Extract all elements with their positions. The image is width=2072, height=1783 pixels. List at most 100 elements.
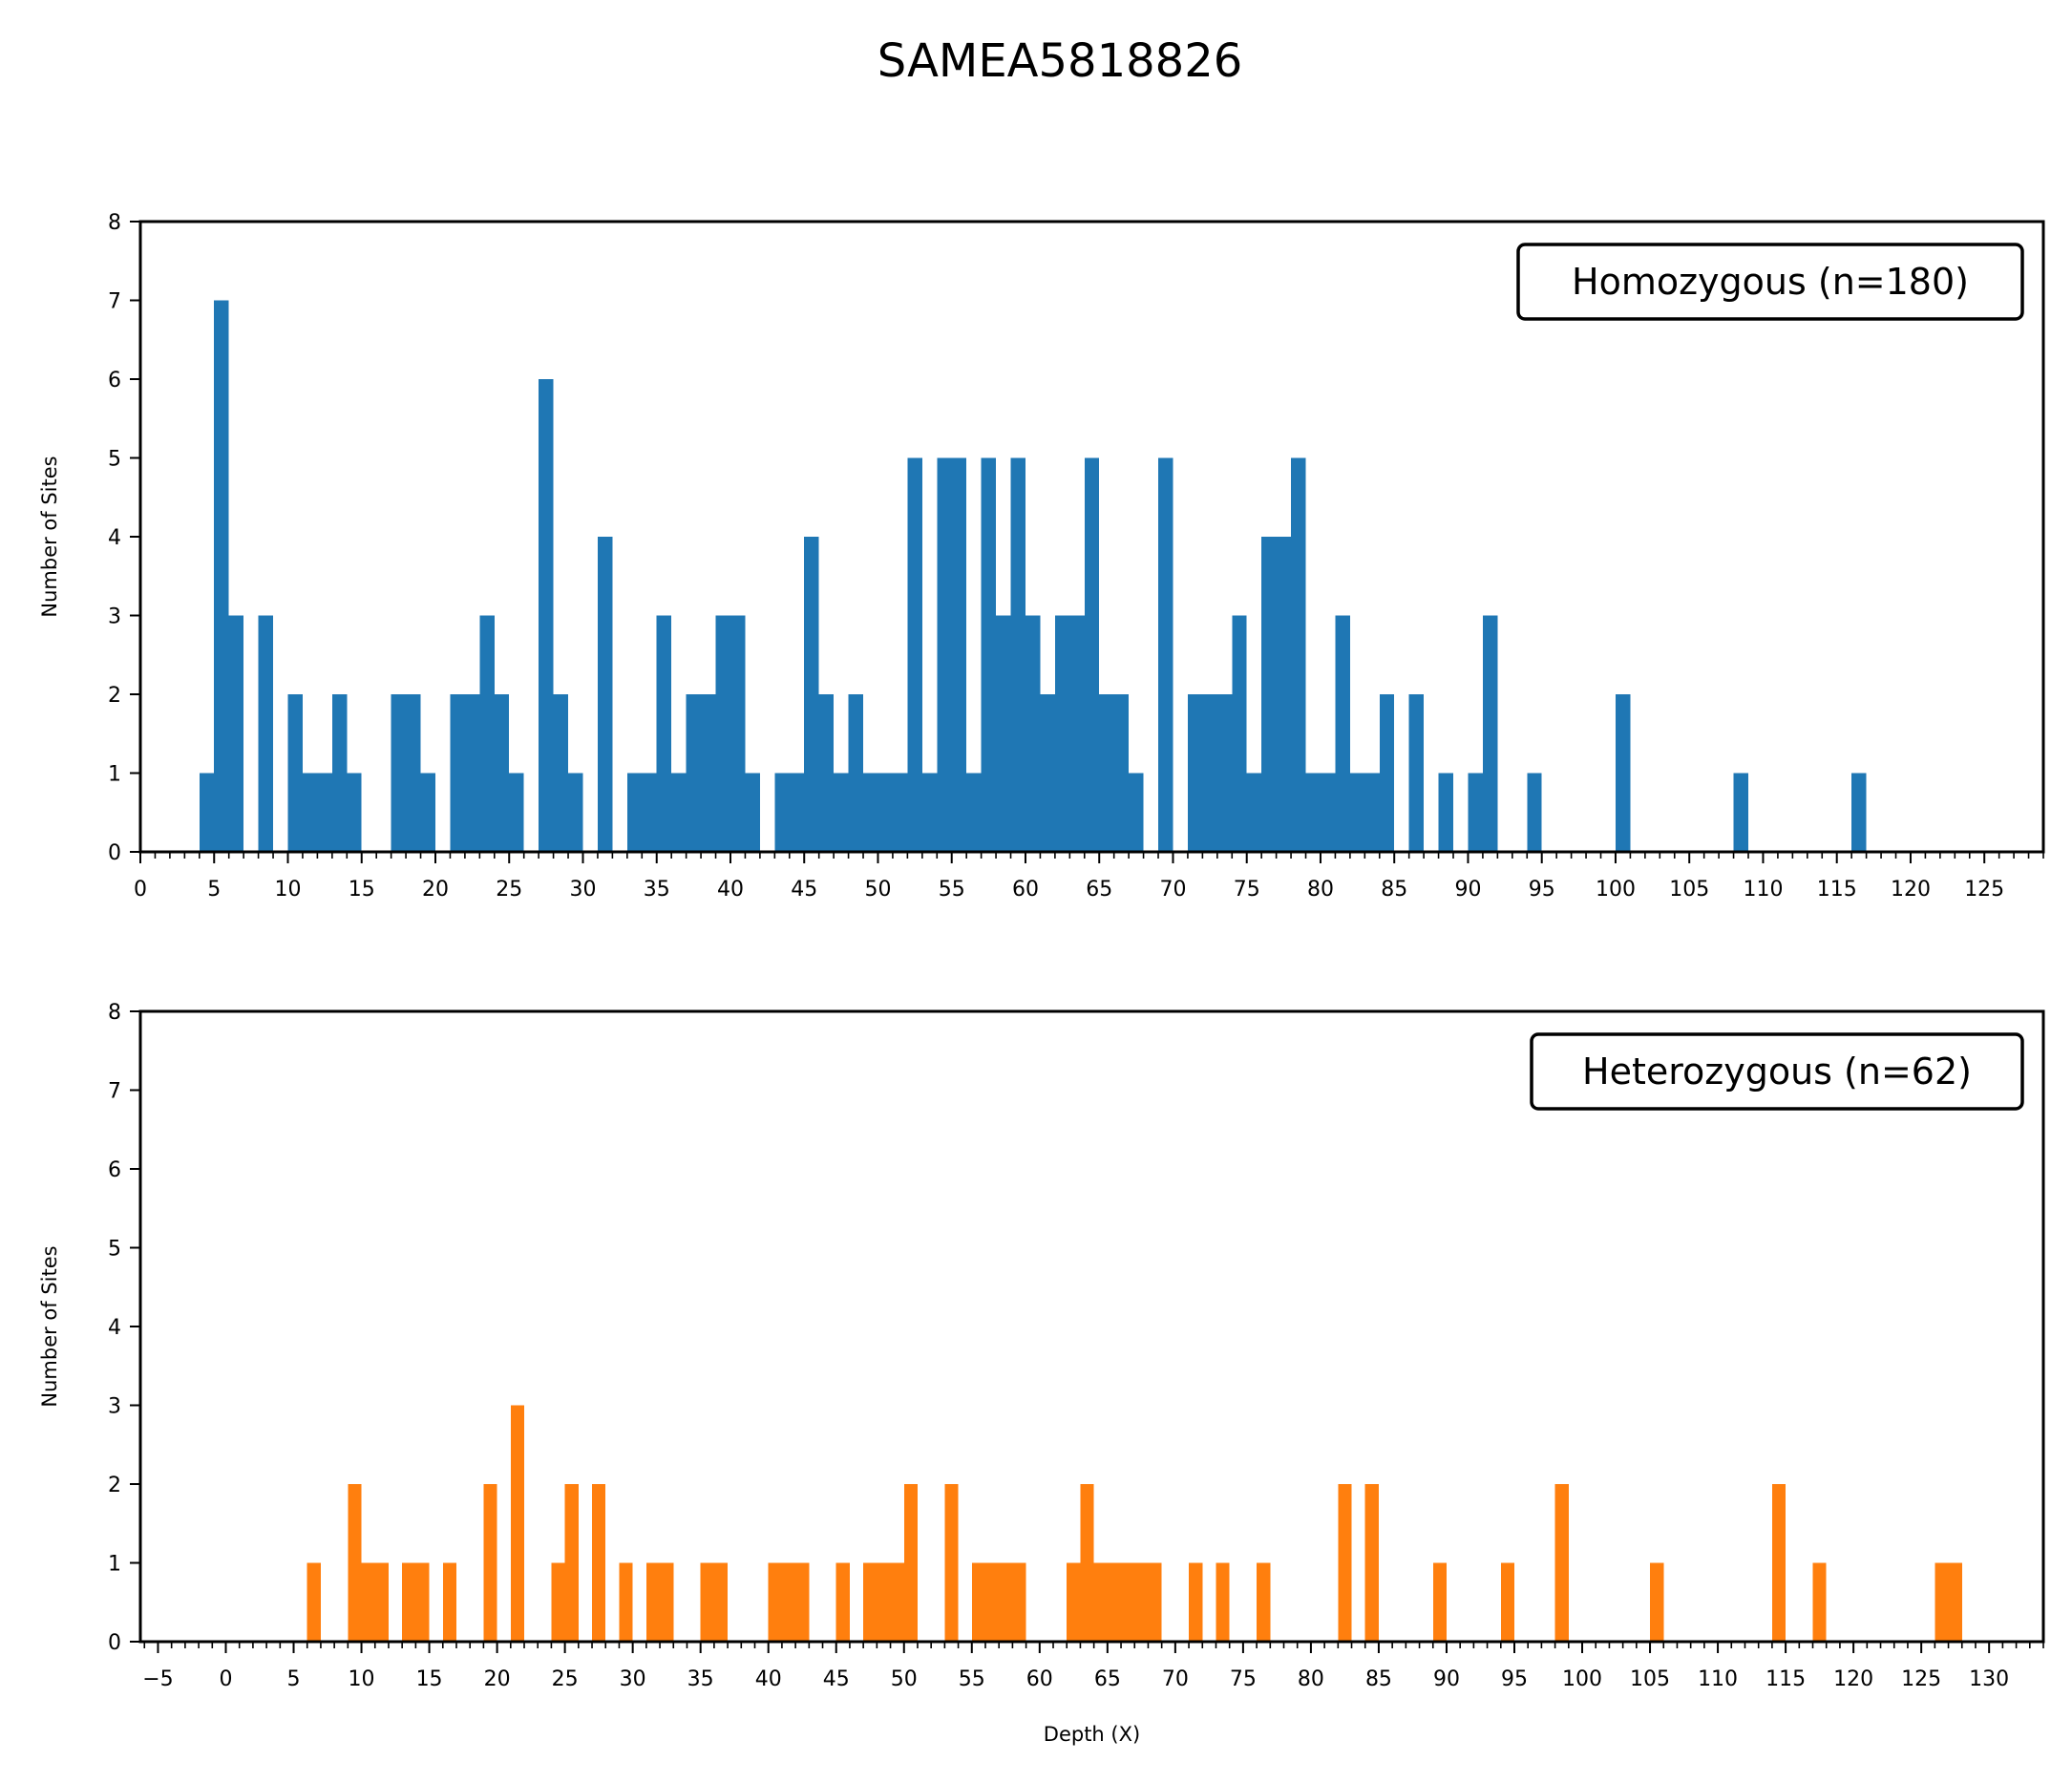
bar [981,457,997,852]
bar [199,773,215,852]
bar [999,1562,1013,1642]
y-axis-label: Number of Sites [38,1245,61,1407]
x-tick-label: 85 [1365,1667,1392,1691]
x-tick-label: 125 [1901,1667,1941,1691]
bar [307,1562,321,1642]
bar [890,1562,904,1642]
bar [302,773,318,852]
x-tick-label: 90 [1433,1667,1460,1691]
x-axis-label: Depth (X) [1044,1723,1140,1746]
bar [1615,694,1631,852]
x-tick-label: 80 [1298,1667,1324,1691]
bar [1771,1484,1787,1642]
bar [483,1484,497,1642]
bar [1948,1562,1962,1642]
bar [715,615,730,852]
bar [944,1484,959,1642]
x-tick-label: 85 [1381,878,1407,902]
y-tick-label: 2 [108,1474,121,1497]
x-tick-label: 115 [1817,878,1857,902]
bar [996,615,1011,852]
y-tick-label: 3 [108,605,121,629]
y-axis-label: Number of Sites [38,456,61,617]
bar [374,1562,389,1642]
legend-label: Homozygous (n=180) [1572,261,1969,303]
bar [1851,773,1867,852]
x-tick-label: 95 [1529,878,1555,902]
y-tick-label: 0 [108,841,121,865]
bar [1335,615,1350,852]
bar [258,615,274,852]
bars-panel-1 [199,300,1867,852]
x-tick-label: 30 [569,878,596,902]
bar [686,694,702,852]
bar [1527,773,1542,852]
bar [713,1562,729,1642]
y-tick-label: 4 [108,1316,121,1340]
bar [619,1562,633,1642]
bar [1305,773,1321,852]
bar [1121,1562,1135,1642]
bar [892,773,908,852]
x-tick-label: 115 [1765,1667,1806,1691]
y-tick-label: 5 [108,448,121,472]
bar [781,1562,796,1642]
bar [1408,694,1425,852]
x-tick-label: 0 [219,1667,232,1691]
bar [984,1562,1000,1642]
bar [1232,615,1247,852]
bar [214,300,229,852]
bar [510,1405,525,1642]
bar [464,694,480,852]
bar [1099,694,1114,852]
y-tick-label: 1 [108,763,121,787]
bar [479,615,495,852]
bars-panel-2 [307,1405,1962,1642]
x-tick-label: 20 [484,1667,511,1691]
y-tick-label: 4 [108,526,121,550]
x-tick-label: 35 [687,1667,714,1691]
x-tick-label: 15 [349,878,375,902]
bar [1432,1562,1447,1642]
bar [1054,615,1070,852]
x-tick-label: 50 [891,1667,918,1691]
y-tick-label: 8 [108,211,121,235]
bar [1338,1484,1352,1642]
y-tick-label: 2 [108,684,121,708]
x-tick-label: 70 [1162,1667,1189,1691]
y-tick-label: 3 [108,1395,121,1419]
bar [1093,1562,1108,1642]
y-tick-label: 8 [108,1001,121,1025]
bar [597,537,613,852]
bar [1438,773,1454,852]
x-tick-label: 110 [1743,878,1783,902]
bar [1482,615,1498,852]
x-tick-label: 105 [1630,1667,1670,1691]
bar [1216,1562,1230,1642]
bar [592,1484,606,1642]
x-tick-label: 55 [939,878,965,902]
x-tick-label: 120 [1891,878,1931,902]
bar [848,694,864,852]
bar [361,1562,375,1642]
bar [1320,773,1336,852]
bar [348,1484,362,1642]
bar [818,694,835,852]
x-tick-label: 110 [1698,1667,1738,1691]
bar [774,773,790,852]
x-tick-label: 45 [823,1667,850,1691]
bar [347,773,362,852]
bar [1202,694,1217,852]
bar [391,694,407,852]
x-tick-label: 65 [1086,878,1112,902]
bar [626,773,643,852]
bar [1216,694,1233,852]
bar [539,379,554,852]
bar [450,694,465,852]
bar [1364,773,1380,852]
bar [1379,694,1395,852]
bar [1158,457,1173,852]
